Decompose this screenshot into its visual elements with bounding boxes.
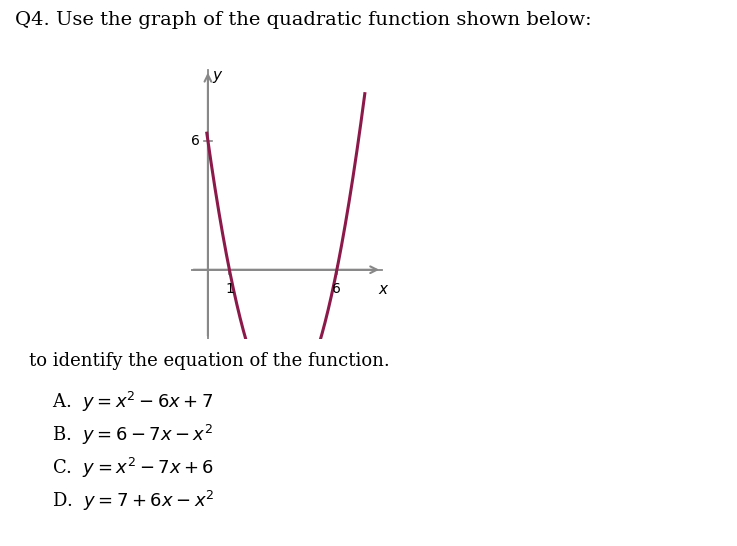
Text: y: y (212, 68, 221, 82)
Text: A.  $y = x^2 - 6x + 7$: A. $y = x^2 - 6x + 7$ (52, 390, 213, 414)
Text: B.  $y = 6 - 7x - x^2$: B. $y = 6 - 7x - x^2$ (52, 423, 213, 447)
Text: 6: 6 (332, 282, 341, 295)
Text: x: x (379, 282, 388, 296)
Text: 1: 1 (225, 282, 234, 295)
Text: to identify the equation of the function.: to identify the equation of the function… (29, 352, 390, 370)
Text: 6: 6 (192, 134, 200, 148)
Text: D.  $y = 7 + 6x - x^2$: D. $y = 7 + 6x - x^2$ (52, 489, 214, 513)
Text: C.  $y = x^2 - 7x + 6$: C. $y = x^2 - 7x + 6$ (52, 456, 214, 480)
Text: Q4. Use the graph of the quadratic function shown below:: Q4. Use the graph of the quadratic funct… (15, 11, 591, 29)
